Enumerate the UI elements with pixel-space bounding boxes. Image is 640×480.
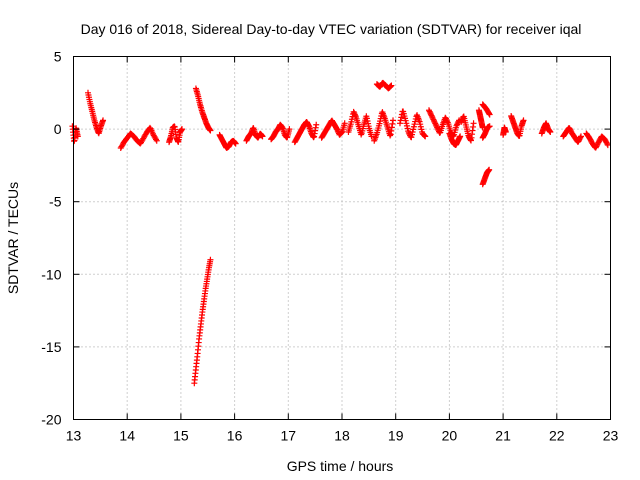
data-point [486, 111, 493, 118]
data-point [431, 119, 438, 126]
data-point [420, 132, 427, 139]
data-point [502, 129, 509, 136]
data-point [396, 120, 403, 127]
data-point [259, 133, 266, 140]
data-point [442, 115, 449, 122]
data-point [286, 126, 293, 133]
y-tick-label: -10 [41, 266, 61, 282]
x-tick-label: 19 [388, 428, 404, 444]
data-point [74, 133, 81, 140]
data-point [100, 117, 107, 124]
data-point [403, 120, 410, 127]
data-point [432, 120, 439, 127]
data-point [577, 134, 584, 141]
data-point [444, 118, 451, 125]
data-point [428, 112, 435, 119]
data-point [402, 117, 409, 124]
data-point [520, 117, 527, 124]
y-tick-label: 5 [54, 49, 62, 65]
data-point [577, 133, 584, 140]
data-point [604, 140, 611, 147]
data-point [443, 116, 450, 123]
data-point [434, 124, 441, 131]
data-point [403, 122, 410, 129]
data-point [178, 126, 185, 133]
data-point [410, 123, 417, 130]
x-axis-label: GPS time / hours [287, 458, 394, 474]
data-point [153, 137, 160, 144]
data-points [69, 79, 611, 387]
data-point [604, 142, 611, 149]
data-point [313, 121, 320, 128]
x-tick-label: 18 [334, 428, 350, 444]
data-point [429, 113, 436, 120]
data-point [207, 256, 214, 263]
data-point [427, 109, 434, 116]
x-tick-label: 17 [281, 428, 297, 444]
data-point [453, 122, 460, 129]
x-tick-label: 15 [173, 428, 189, 444]
data-point [409, 129, 416, 136]
data-point [430, 116, 437, 123]
x-tick-label: 20 [442, 428, 458, 444]
data-point [405, 129, 412, 136]
data-point [341, 120, 348, 127]
data-point [547, 129, 554, 136]
data-point [390, 117, 397, 124]
data-point [152, 136, 159, 143]
data-point [207, 127, 214, 134]
data-point [429, 115, 436, 122]
axis-ticks [73, 56, 611, 420]
chart-title: Day 016 of 2018, Sidereal Day-to-day VTE… [81, 21, 582, 37]
data-point [417, 123, 424, 130]
data-point [418, 126, 425, 133]
data-point [398, 114, 405, 121]
data-point [470, 120, 477, 127]
data-point [421, 132, 428, 139]
data-point [387, 83, 394, 90]
y-tick-label: -20 [41, 412, 61, 428]
data-point [427, 111, 434, 118]
x-tick-label: 13 [66, 428, 82, 444]
x-tick-label: 21 [495, 428, 511, 444]
data-point [410, 126, 417, 133]
data-point [411, 121, 418, 128]
data-point [433, 123, 440, 130]
data-point [422, 133, 429, 140]
data-point [431, 117, 438, 124]
data-point [432, 121, 439, 128]
data-point [232, 140, 239, 147]
data-point [387, 83, 394, 90]
data-point [457, 133, 464, 140]
y-axis-tick-labels: -20 -15 -10 -5 0 5 [41, 49, 61, 428]
data-point [417, 121, 424, 128]
data-point [408, 134, 415, 141]
data-point [388, 82, 395, 89]
data-point [408, 131, 415, 138]
x-tick-label: 22 [549, 428, 565, 444]
x-tick-label: 16 [227, 428, 243, 444]
x-tick-label: 23 [603, 428, 619, 444]
data-point [486, 123, 493, 130]
x-tick-label: 14 [119, 428, 135, 444]
data-point [454, 120, 461, 127]
data-point [426, 108, 433, 115]
data-point [454, 121, 461, 128]
y-tick-label: 0 [54, 121, 62, 137]
y-tick-label: -5 [49, 194, 62, 210]
data-point [486, 166, 493, 173]
x-axis-tick-labels: 13 14 15 16 17 18 19 20 21 22 23 [66, 428, 619, 444]
y-tick-label: -15 [41, 339, 61, 355]
y-axis-label: SDTVAR / TECUs [5, 182, 21, 294]
data-point [397, 117, 404, 124]
data-point [404, 125, 411, 132]
data-point [425, 107, 432, 114]
